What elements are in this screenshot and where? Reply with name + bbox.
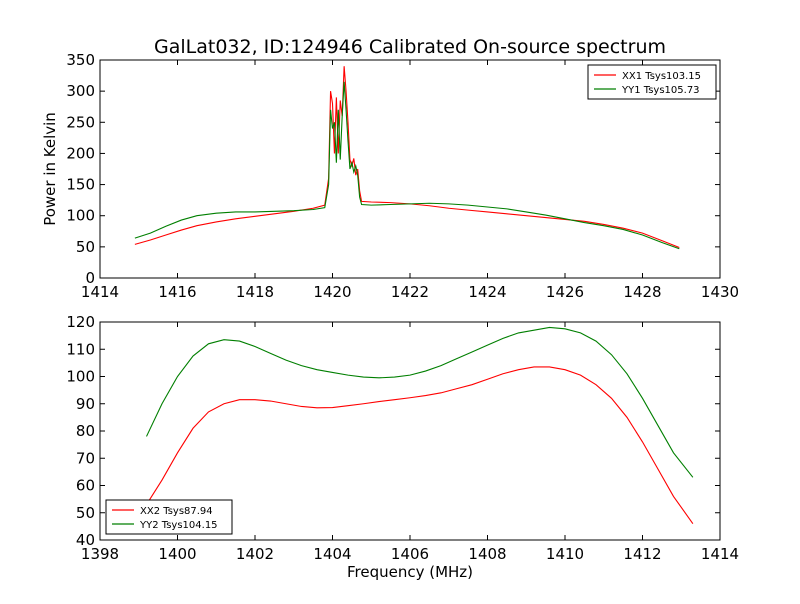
legend-label: YY2 Tsys104.15 bbox=[139, 520, 218, 531]
x-tick-label: 1420 bbox=[313, 283, 351, 301]
legend-box bbox=[587, 64, 717, 100]
series-line-yy bbox=[146, 326, 694, 478]
y-tick-label: 90 bbox=[76, 395, 95, 413]
series-line-xx bbox=[134, 66, 680, 248]
x-tick-label: 1404 bbox=[313, 545, 351, 563]
x-tick-label: 1424 bbox=[468, 283, 506, 301]
bottom-panel: 1398 1400 1402 1404 1406 1408 1410 1412 1414 40 50… bbox=[66, 313, 739, 581]
y-axis-label: Power in Kelvin bbox=[41, 112, 59, 226]
x-tick-label: 1402 bbox=[236, 545, 274, 563]
legend-label: XX2 Tsys87.94 bbox=[140, 506, 213, 517]
y-tick-label: 40 bbox=[76, 531, 95, 549]
x-tick-label: 1414 bbox=[81, 283, 119, 301]
x-tick-label: 1408 bbox=[468, 545, 506, 563]
x-tick-label: 1406 bbox=[391, 545, 429, 563]
x-tick-label: 1400 bbox=[158, 545, 196, 563]
y-tick-label: 110 bbox=[66, 340, 95, 358]
y-tick-label: 50 bbox=[76, 238, 95, 256]
x-tick-label: 1410 bbox=[546, 545, 584, 563]
legend-box bbox=[105, 499, 233, 535]
legend-label: YY1 Tsys105.73 bbox=[621, 85, 700, 96]
y-tick-label: 60 bbox=[76, 477, 95, 495]
series-line-xx bbox=[146, 366, 694, 524]
y-tick-label: 200 bbox=[66, 144, 95, 162]
y-tick-label: 100 bbox=[66, 207, 95, 225]
x-tick-label: 1398 bbox=[81, 545, 119, 563]
y-tick-label: 120 bbox=[66, 313, 95, 331]
y-tick-label: 100 bbox=[66, 368, 95, 386]
x-tick-label: 1414 bbox=[701, 545, 739, 563]
x-tick-label: 1428 bbox=[623, 283, 661, 301]
legend: XX2 Tsys87.94 YY2 Tsys104.15 bbox=[105, 499, 233, 535]
legend-label: XX1 Tsys103.15 bbox=[622, 71, 701, 82]
y-tick-label: 350 bbox=[66, 51, 95, 69]
y-tick-label: 50 bbox=[76, 504, 95, 522]
x-tick-label: 1416 bbox=[158, 283, 196, 301]
y-tick-label: 250 bbox=[66, 113, 95, 131]
x-tick-label: 1430 bbox=[701, 283, 739, 301]
y-tick-label: 70 bbox=[76, 449, 95, 467]
x-tick-label: 1422 bbox=[391, 283, 429, 301]
x-tick-label: 1412 bbox=[623, 545, 661, 563]
legend: XX1 Tsys103.15 YY1 Tsys105.73 bbox=[587, 64, 717, 100]
x-axis-label: Frequency (MHz) bbox=[347, 563, 473, 581]
y-tick-label: 150 bbox=[66, 176, 95, 194]
y-tick-label: 300 bbox=[66, 82, 95, 100]
y-tick-label: 0 bbox=[85, 269, 95, 287]
top-panel: 1414 1416 1418 1420 1422 1424 1426 1428 1430 0 50 1… bbox=[41, 51, 739, 301]
series-line-yy bbox=[134, 81, 680, 250]
chart-title: GalLat032, ID:124946 Calibrated On-sourc… bbox=[154, 36, 666, 58]
x-tick-label: 1418 bbox=[236, 283, 274, 301]
y-tick-label: 80 bbox=[76, 422, 95, 440]
x-tick-label: 1426 bbox=[546, 283, 584, 301]
